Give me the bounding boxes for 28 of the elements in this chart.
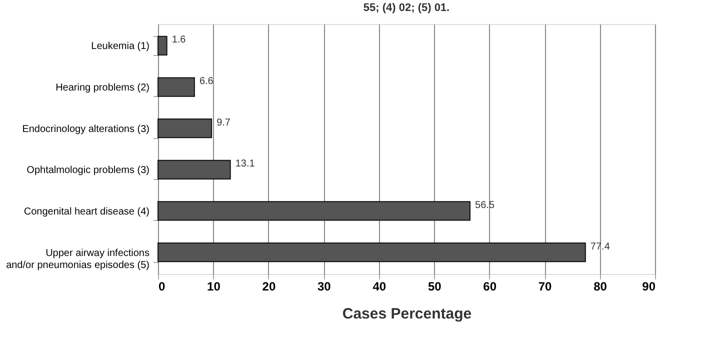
data-label: 1.6 — [172, 34, 186, 46]
text: 55; (4) 02; (5) 01. — [363, 2, 450, 14]
bar — [158, 201, 471, 221]
y-tick-label: Congenital heart disease (4) — [24, 206, 150, 218]
y-tick-label: Hearing problems (2) — [56, 82, 150, 94]
x-tick-label: 90 — [642, 280, 656, 294]
x-tick-label: 80 — [594, 280, 608, 294]
bar — [158, 160, 231, 180]
x-tick-label: 0 — [158, 280, 166, 294]
x-tick-label: 40 — [372, 280, 386, 294]
data-label: 13.1 — [235, 158, 256, 170]
y-tick-label: Leukemia (1) — [91, 41, 150, 52]
x-tick-label: 50 — [428, 280, 442, 294]
x-tick-label: 70 — [538, 280, 552, 294]
data-label: 6.6 — [199, 76, 214, 88]
y-tick-label: Endocrinology alterations (3) — [22, 124, 150, 135]
x-tick-label: 20 — [262, 280, 276, 294]
x-axis-title: Cases Percentage — [342, 306, 472, 322]
x-tick-label: 60 — [483, 280, 497, 294]
bar — [158, 118, 212, 138]
bar — [158, 36, 168, 56]
y-tick-label: Ophtalmologic problems (3) — [26, 165, 150, 176]
data-label: 9.7 — [216, 117, 231, 128]
bar — [158, 242, 586, 262]
x-tick-label: 30 — [317, 280, 332, 294]
y-tick-label: Upper airway infections and/or pneumonias episodes (5) — [6, 248, 150, 271]
bar — [158, 77, 195, 97]
x-tick-label: 10 — [207, 280, 221, 294]
